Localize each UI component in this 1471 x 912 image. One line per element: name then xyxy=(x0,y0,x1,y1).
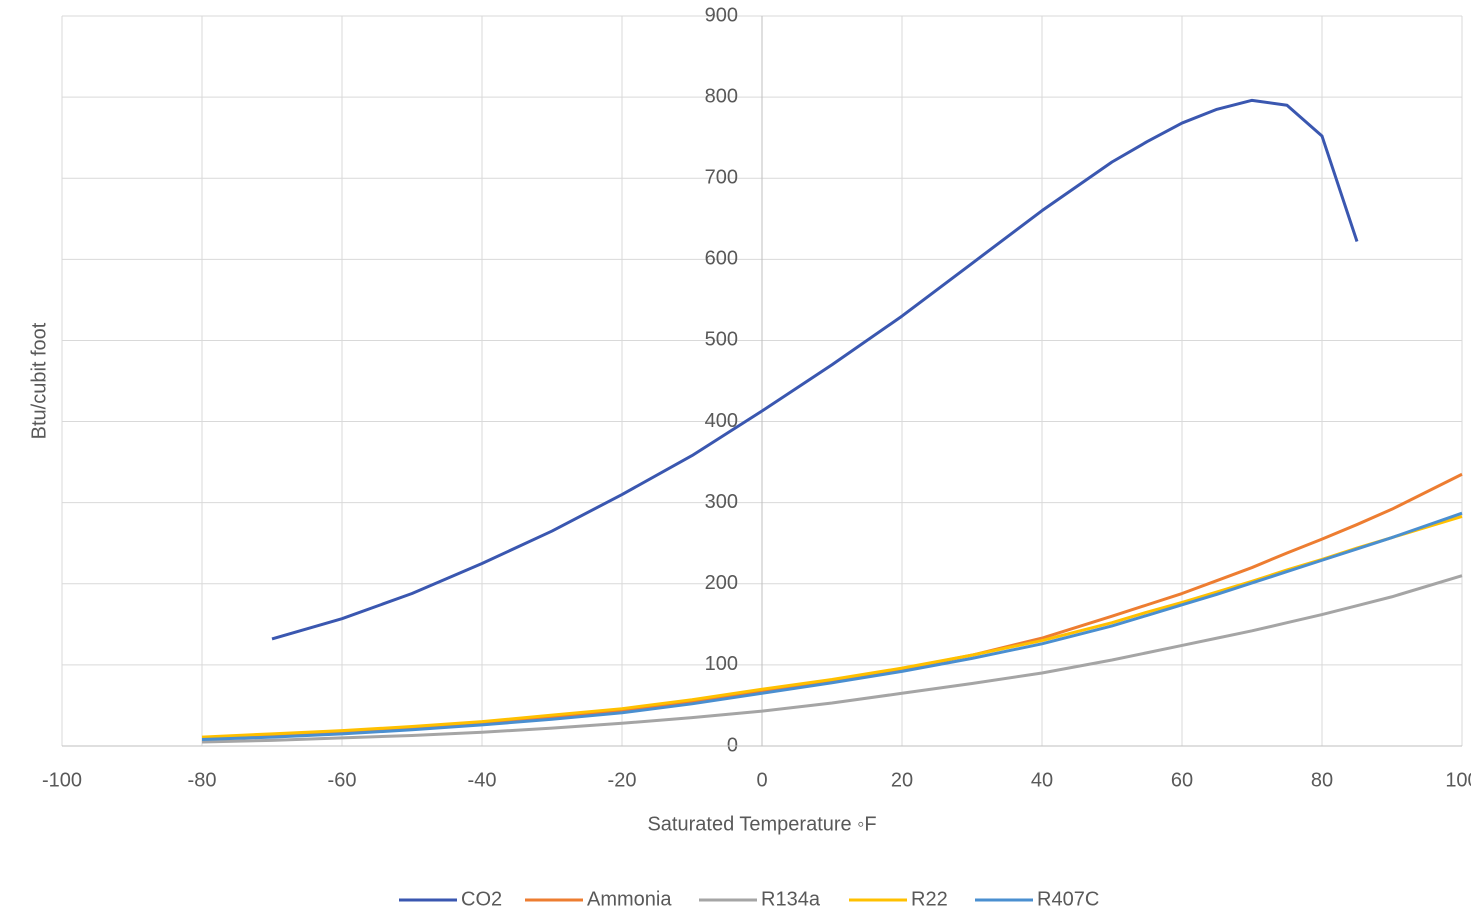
x-axis-label: Saturated Temperature ◦F xyxy=(647,813,876,835)
y-tick-label: 400 xyxy=(705,410,738,432)
x-tick-label: -20 xyxy=(608,769,637,791)
x-tick-label: 60 xyxy=(1171,769,1193,791)
legend-label: CO2 xyxy=(461,888,502,910)
y-tick-label: 200 xyxy=(705,572,738,594)
series-line xyxy=(201,511,1463,742)
y-tick-label: 700 xyxy=(705,167,738,189)
y-tick-label: 300 xyxy=(705,491,738,513)
y-tick-label: 100 xyxy=(705,653,738,675)
y-axis-label: Btu/cubit foot xyxy=(28,322,50,439)
y-tick-label: 900 xyxy=(705,4,738,26)
y-tick-label: 0 xyxy=(727,734,738,756)
x-tick-label: -80 xyxy=(188,769,217,791)
y-tick-label: 500 xyxy=(705,329,738,351)
x-tick-label: -60 xyxy=(328,769,357,791)
series-line xyxy=(271,98,1359,641)
legend-label: R407C xyxy=(1037,888,1099,910)
x-tick-label: 100 xyxy=(1445,769,1471,791)
x-tick-label: 0 xyxy=(756,769,767,791)
legend-label: R22 xyxy=(911,888,948,910)
y-tick-label: 600 xyxy=(705,248,738,270)
series-line xyxy=(201,472,1463,740)
x-tick-label: 20 xyxy=(891,769,913,791)
x-tick-label: -100 xyxy=(42,769,82,791)
y-tick-label: 800 xyxy=(705,85,738,107)
x-tick-label: 40 xyxy=(1031,769,1053,791)
x-tick-label: -40 xyxy=(468,769,497,791)
series-line xyxy=(201,574,1463,744)
legend-label: Ammonia xyxy=(587,888,672,910)
legend-label: R134a xyxy=(761,888,821,910)
x-tick-label: 80 xyxy=(1311,769,1333,791)
